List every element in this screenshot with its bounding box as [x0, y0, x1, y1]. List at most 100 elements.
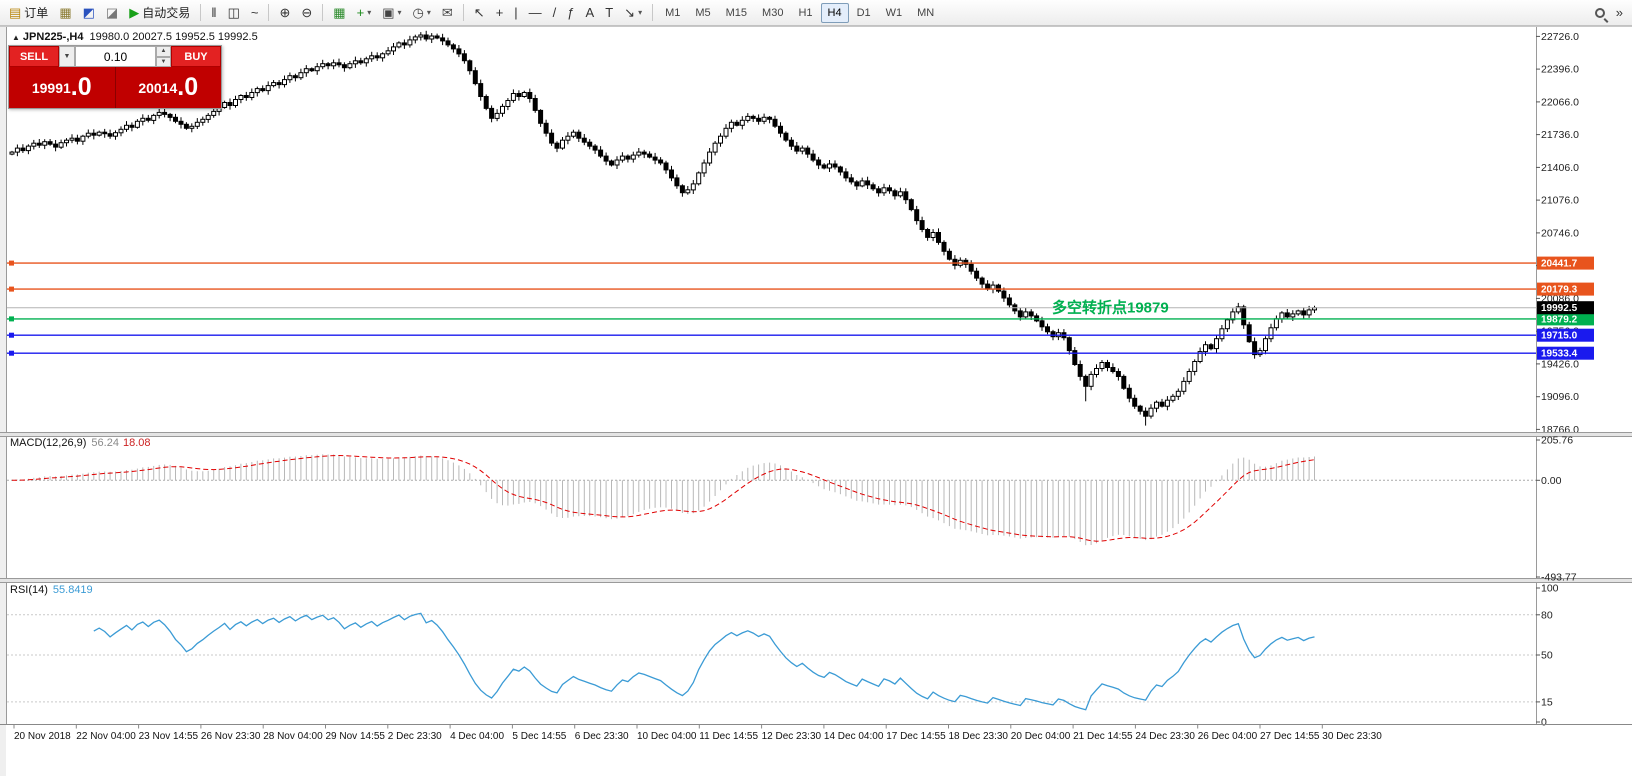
svg-text:205.76: 205.76: [1541, 435, 1573, 447]
search-icon[interactable]: [1590, 3, 1610, 23]
text-button[interactable]: A: [581, 3, 600, 23]
chart-canvas[interactable]: 多空转折点19879 22726.0 22396.0 22066.0 21736.0 21…: [0, 26, 1632, 776]
chart-area[interactable]: 多空转折点19879 22726.0 22396.0 22066.0 21736.0 21…: [0, 26, 1632, 776]
macd-signal-line: [11, 454, 1315, 542]
horizontal-line-objects[interactable]: [7, 260, 1536, 356]
svg-text:24 Dec 23:30: 24 Dec 23:30: [1135, 731, 1195, 742]
svg-text:21406.0: 21406.0: [1541, 162, 1579, 174]
timeframe-m5-button[interactable]: M5: [688, 3, 717, 23]
timeframe-w1-button[interactable]: W1: [879, 3, 910, 23]
sell-button[interactable]: SELL: [9, 46, 59, 67]
timeframe-mn-button[interactable]: MN: [910, 3, 941, 23]
price-axis-markers: 20441.7 20179.3 19879.2 19715.0 19533.4 19992…: [1537, 256, 1594, 360]
vertical-line-button[interactable]: |: [509, 3, 522, 23]
svg-text:21736.0: 21736.0: [1541, 129, 1579, 141]
svg-text:26 Dec 04:00: 26 Dec 04:00: [1198, 731, 1258, 742]
timeframe-m15-button[interactable]: M15: [719, 3, 754, 23]
new-order-button[interactable]: ▤ 订单: [4, 3, 53, 23]
chart-symbol-timeframe: JPN225-,H4: [22, 31, 84, 43]
svg-text:14 Dec 04:00: 14 Dec 04:00: [824, 731, 884, 742]
rsi-name: RSI(14): [10, 584, 48, 596]
label-button[interactable]: T: [600, 3, 618, 23]
candlestick-series: [9, 30, 1317, 426]
rsi-value: 55.8419: [52, 584, 93, 596]
timeframe-h1-button[interactable]: H1: [791, 3, 819, 23]
svg-text:20441.7: 20441.7: [1541, 259, 1578, 270]
svg-text:100: 100: [1541, 583, 1559, 595]
timeframe-m1-button[interactable]: M1: [658, 3, 687, 23]
svg-text:20179.3: 20179.3: [1541, 285, 1578, 296]
svg-text:5 Dec 14:55: 5 Dec 14:55: [512, 731, 566, 742]
svg-text:-493.77: -493.77: [1541, 572, 1577, 584]
timeframe-m30-button[interactable]: M30: [755, 3, 790, 23]
svg-text:28 Nov 04:00: 28 Nov 04:00: [263, 731, 323, 742]
svg-text:20 Nov 2018: 20 Nov 2018: [14, 731, 71, 742]
chart-annotation-text[interactable]: 多空转折点19879: [1052, 299, 1169, 317]
svg-text:19096.0: 19096.0: [1541, 391, 1579, 403]
chart-title: ▲ JPN225-,H4 19980.0 20027.5 19952.5 19992…: [12, 31, 258, 43]
svg-text:15: 15: [1541, 696, 1553, 708]
timeframe-h4-button[interactable]: H4: [820, 2, 849, 23]
one-click-trade-panel: SELL ▼ ▲ ▼ BUY 19991.0 20014.0: [8, 45, 222, 109]
news-button[interactable]: ◪: [101, 3, 123, 23]
zoom-out-button[interactable]: ⊖: [296, 3, 317, 23]
volume-up-button[interactable]: ▲: [156, 46, 171, 57]
macd-axis: 205.76 0.00 -493.77: [1536, 435, 1577, 584]
volume-down-button[interactable]: ▼: [156, 56, 171, 67]
svg-text:30 Dec 23:30: 30 Dec 23:30: [1322, 731, 1382, 742]
bid-price[interactable]: 19991.0: [9, 67, 115, 108]
period-button[interactable]: ◷ ▾: [408, 3, 436, 23]
arrows-button[interactable]: ↘ ▾: [619, 3, 647, 23]
svg-text:18 Dec 23:30: 18 Dec 23:30: [949, 731, 1009, 742]
svg-text:19533.4: 19533.4: [1541, 349, 1578, 360]
trade-options-dropdown[interactable]: ▼: [59, 46, 75, 67]
svg-text:11 Dec 14:55: 11 Dec 14:55: [699, 731, 758, 742]
svg-text:29 Nov 14:55: 29 Nov 14:55: [326, 731, 386, 742]
candlestick-chart-button[interactable]: ◫: [223, 3, 245, 23]
line-chart-button[interactable]: ~: [246, 3, 264, 23]
autotrading-button[interactable]: ▶ 自动交易: [124, 3, 195, 23]
volume-input[interactable]: [75, 46, 156, 67]
trendline-button[interactable]: /: [548, 3, 562, 23]
alerts-button[interactable]: ✉: [437, 3, 458, 23]
svg-text:6 Dec 23:30: 6 Dec 23:30: [575, 731, 629, 742]
ask-price[interactable]: 20014.0: [115, 67, 221, 108]
tile-windows-button[interactable]: ▦: [328, 3, 350, 23]
indicators-button[interactable]: + ▾: [352, 3, 377, 23]
panel-separator[interactable]: [0, 578, 1632, 583]
horizontal-line-button[interactable]: —: [524, 3, 547, 23]
svg-text:27 Dec 14:55: 27 Dec 14:55: [1260, 731, 1320, 742]
panel-separator[interactable]: [0, 432, 1632, 437]
svg-text:21 Dec 14:55: 21 Dec 14:55: [1073, 731, 1133, 742]
new-chart-button[interactable]: ▣ ▾: [377, 3, 406, 23]
zoom-in-button[interactable]: ⊕: [274, 3, 295, 23]
rsi-line: [93, 612, 1315, 711]
rsi-panel-header: RSI(14) 55.8419: [10, 584, 93, 596]
svg-text:20 Dec 04:00: 20 Dec 04:00: [1011, 731, 1071, 742]
toolbar-overflow-button[interactable]: »: [1611, 3, 1628, 23]
svg-text:2 Dec 23:30: 2 Dec 23:30: [388, 731, 442, 742]
crosshair-button[interactable]: +: [491, 3, 509, 23]
timeframe-d1-button[interactable]: D1: [850, 3, 878, 23]
chart-svg[interactable]: 多空转折点19879 22726.0 22396.0 22066.0 21736.0 21…: [0, 26, 1632, 776]
svg-text:0: 0: [1541, 717, 1547, 729]
chart-collapse-icon[interactable]: ▲: [12, 33, 20, 42]
svg-text:80: 80: [1541, 609, 1553, 621]
fibonacci-button[interactable]: ƒ: [562, 3, 579, 23]
cursor-button[interactable]: ↖: [469, 3, 490, 23]
svg-text:20746.0: 20746.0: [1541, 227, 1579, 239]
buy-button[interactable]: BUY: [171, 46, 221, 67]
macd-signal-value: 18.08: [122, 437, 151, 449]
bar-chart-button[interactable]: ‖: [206, 3, 221, 23]
market-watch-button[interactable]: ◩: [78, 3, 100, 23]
charts-button[interactable]: ▦: [54, 3, 76, 23]
svg-text:22726.0: 22726.0: [1541, 31, 1579, 43]
svg-text:19879.2: 19879.2: [1541, 314, 1578, 325]
svg-text:50: 50: [1541, 650, 1553, 662]
toolbar: ▤ 订单 ▦ ◩ ◪ ▶ 自动交易 ‖ ◫ ~ ⊕ ⊖ ▦ + ▾ ▣ ▾ ◷ ▾ ✉ ↖ + | — / ƒ A T ↘ ▾ M1 M5 M1…: [0, 0, 1632, 26]
search-icon: [1594, 7, 1605, 18]
svg-text:19992.5: 19992.5: [1541, 303, 1578, 314]
time-axis-labels: 20 Nov 2018 22 Nov 04:00 23 Nov 14:55 26 No…: [13, 724, 1382, 742]
macd-value: 56.24: [91, 437, 119, 449]
